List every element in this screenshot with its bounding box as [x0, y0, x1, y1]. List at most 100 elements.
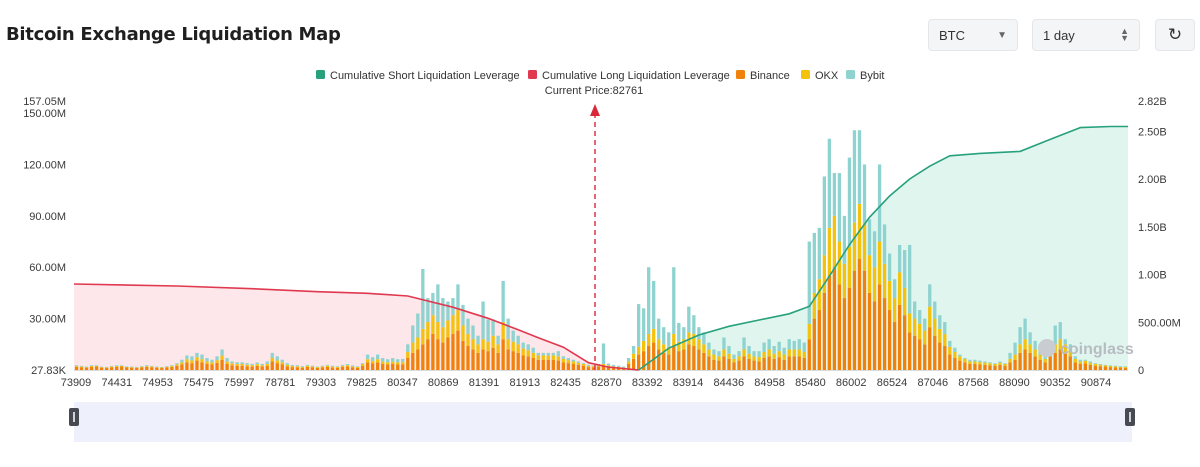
bar-bybit	[772, 346, 776, 354]
legend-swatch-bybit	[846, 70, 855, 79]
bar-okx	[1078, 361, 1082, 365]
bar-okx	[325, 365, 330, 367]
bar-okx	[1008, 358, 1012, 363]
bar-bybit	[205, 358, 209, 362]
bar-binance	[295, 367, 299, 370]
bar-bybit	[973, 359, 977, 362]
bar-binance	[99, 367, 104, 370]
bar-okx	[365, 359, 370, 363]
bar-bybit	[697, 327, 701, 340]
bar-binance	[411, 352, 415, 370]
bar-binance	[596, 366, 601, 370]
bar-bybit	[125, 366, 129, 367]
bar-okx	[120, 365, 124, 367]
x-tick-label: 87046	[918, 377, 949, 389]
bar-bybit	[220, 349, 224, 356]
bar-okx	[586, 365, 591, 368]
bar-bybit	[732, 354, 736, 359]
bar-okx	[466, 334, 470, 347]
bar-binance	[852, 270, 857, 370]
bar-binance	[943, 346, 947, 370]
bar-binance	[837, 284, 842, 370]
bar-bybit	[1123, 366, 1128, 367]
bar-bybit	[767, 339, 771, 350]
bar-binance	[1103, 366, 1108, 370]
bar-okx	[370, 360, 375, 364]
current-price-marker	[590, 104, 600, 370]
bar-bybit	[1053, 325, 1057, 345]
bar-binance	[335, 367, 340, 370]
bar-binance	[581, 365, 586, 370]
bar-bybit	[928, 284, 932, 307]
range-slider[interactable]	[69, 402, 1135, 442]
bar-bybit	[290, 364, 294, 366]
bar-binance	[436, 339, 440, 370]
bar-okx	[210, 362, 214, 365]
bar-binance	[1018, 352, 1022, 370]
bar-binance	[381, 364, 385, 370]
bar-binance	[556, 360, 560, 370]
bar-okx	[355, 366, 360, 368]
bar-okx	[667, 346, 671, 355]
bar-okx	[913, 318, 917, 336]
bar-binance	[682, 349, 686, 370]
bar-binance	[1078, 364, 1082, 370]
bar-bybit	[1108, 365, 1113, 366]
legend-label-bybit: Bybit	[860, 70, 884, 82]
bar-bybit	[1063, 339, 1067, 345]
bar-bybit	[667, 332, 671, 347]
current-price-label: Current Price:82761	[545, 85, 643, 97]
bar-okx	[1028, 344, 1032, 353]
bar-bybit	[426, 298, 430, 323]
bar-okx	[832, 215, 837, 268]
bar-bybit	[1068, 344, 1072, 350]
bar-binance	[812, 318, 816, 370]
bar-bybit	[566, 358, 571, 361]
bar-okx	[1093, 363, 1098, 366]
bar-binance	[938, 342, 942, 370]
bar-binance	[516, 352, 520, 370]
bar-bybit	[79, 365, 84, 367]
bar-bybit	[792, 340, 796, 350]
updown-chevron-icon: ▲ ▼	[1120, 26, 1129, 43]
bar-binance	[832, 267, 837, 370]
bar-bybit	[295, 365, 299, 367]
bar-binance	[260, 366, 264, 370]
bar-bybit	[938, 315, 942, 329]
bar-binance	[968, 364, 972, 370]
bar-binance	[150, 367, 154, 370]
bar-binance	[847, 287, 852, 370]
x-tick-label: 84958	[754, 377, 785, 389]
bar-bybit	[717, 351, 721, 357]
cumulative-lines	[73, 125, 1128, 371]
bar-binance	[365, 362, 370, 370]
bar-binance	[190, 363, 194, 370]
bar-bybit	[541, 352, 545, 356]
bar-okx	[561, 358, 566, 363]
bar-binance	[360, 365, 365, 370]
bar-okx	[797, 349, 801, 357]
bar-bybit	[988, 362, 992, 364]
range-select[interactable]: 1 day ▲ ▼	[1032, 19, 1140, 51]
refresh-button[interactable]: ↻	[1155, 19, 1195, 51]
coin-select[interactable]: BTC ▼	[928, 19, 1018, 51]
bar-bybit	[933, 301, 937, 319]
bar-binance	[551, 359, 555, 370]
bar-binance	[948, 354, 952, 370]
bar-binance	[1108, 367, 1113, 370]
bar-okx	[260, 365, 264, 367]
bar-bybit	[913, 301, 917, 319]
bar-binance	[918, 339, 922, 370]
bar-okx	[345, 365, 350, 367]
bar-bybit	[1058, 322, 1062, 340]
bar-bybit	[476, 335, 480, 345]
bar-binance	[255, 365, 259, 370]
bar-binance	[872, 301, 877, 370]
bar-bybit	[255, 362, 259, 365]
bar-okx	[235, 364, 239, 366]
x-tick-label: 83392	[632, 377, 663, 389]
bar-bybit	[120, 365, 124, 366]
bar-bybit	[1033, 340, 1037, 350]
bar-bybit	[923, 318, 927, 331]
bar-okx	[1068, 349, 1072, 357]
